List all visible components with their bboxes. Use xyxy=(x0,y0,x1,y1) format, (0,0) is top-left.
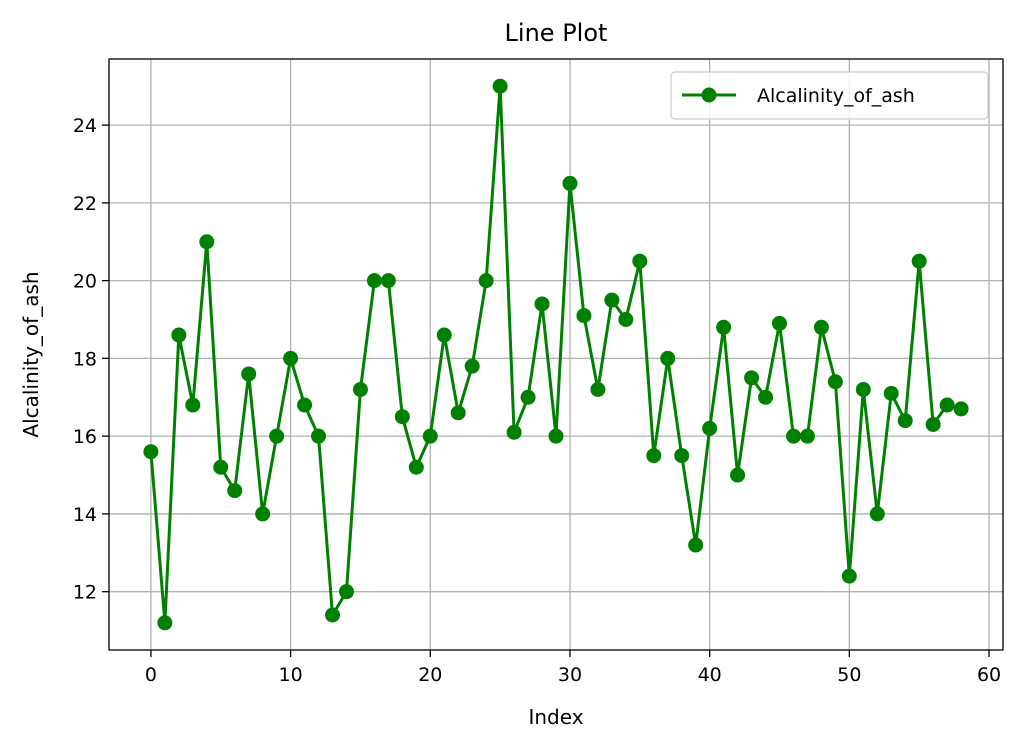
data-point xyxy=(618,312,634,328)
y-tick-label: 12 xyxy=(73,582,97,604)
x-tick-label: 0 xyxy=(145,664,157,686)
y-tick-label: 14 xyxy=(73,504,97,526)
data-point xyxy=(576,308,592,324)
y-tick-label: 20 xyxy=(73,271,97,293)
x-axis-ticks: 0 10 20 30 40 50 60 xyxy=(145,650,1001,686)
data-point xyxy=(269,428,285,444)
data-point xyxy=(338,584,354,600)
data-point xyxy=(772,315,787,331)
data-point xyxy=(255,506,271,522)
data-point xyxy=(548,428,564,444)
data-point xyxy=(632,253,648,269)
y-axis-ticks: 12 14 16 18 20 22 24 xyxy=(73,115,109,604)
data-point xyxy=(227,483,243,499)
data-point xyxy=(911,253,927,269)
data-point xyxy=(799,428,815,444)
data-point xyxy=(716,319,732,335)
x-tick-label: 60 xyxy=(977,664,1001,686)
data-point xyxy=(702,420,718,436)
data-point xyxy=(660,350,676,366)
data-point xyxy=(492,78,508,94)
data-point xyxy=(450,405,466,421)
data-point xyxy=(534,296,550,312)
y-tick-label: 16 xyxy=(73,426,97,448)
data-point xyxy=(380,273,396,289)
data-point xyxy=(352,381,368,397)
x-tick-label: 10 xyxy=(279,664,303,686)
data-point xyxy=(590,381,606,397)
y-tick-label: 18 xyxy=(73,348,97,370)
data-point xyxy=(241,366,257,382)
legend-label: Alcalinity_of_ash xyxy=(757,85,915,107)
data-point xyxy=(283,350,299,366)
data-point xyxy=(562,175,578,191)
data-point xyxy=(883,385,899,401)
data-point xyxy=(869,506,885,522)
data-point xyxy=(813,319,829,335)
legend-marker-swatch xyxy=(701,87,717,103)
data-point xyxy=(213,459,229,475)
data-point xyxy=(408,459,424,475)
data-point xyxy=(157,615,173,631)
data-point xyxy=(464,358,480,374)
x-tick-label: 40 xyxy=(698,664,722,686)
legend: Alcalinity_of_ash xyxy=(670,71,989,120)
data-point xyxy=(478,273,494,289)
data-point xyxy=(841,568,857,584)
data-point xyxy=(688,537,704,553)
data-point xyxy=(436,327,452,343)
data-point xyxy=(394,409,410,425)
data-point xyxy=(785,428,801,444)
data-point xyxy=(185,397,201,413)
data-point xyxy=(827,374,843,390)
x-tick-label: 30 xyxy=(558,664,582,686)
data-point xyxy=(674,448,690,464)
data-point xyxy=(646,448,662,464)
data-point xyxy=(506,424,522,440)
data-point xyxy=(422,428,438,444)
data-point xyxy=(730,467,746,483)
y-tick-label: 24 xyxy=(73,115,97,137)
data-point xyxy=(199,234,215,250)
data-point xyxy=(758,389,774,405)
data-point xyxy=(520,389,536,405)
data-point xyxy=(953,401,969,417)
chart-title: Line Plot xyxy=(505,19,608,47)
data-point xyxy=(925,416,941,432)
data-point xyxy=(604,292,620,308)
data-point xyxy=(311,428,327,444)
x-tick-label: 50 xyxy=(837,664,861,686)
data-point xyxy=(855,381,871,397)
data-point xyxy=(939,397,955,413)
data-point xyxy=(143,444,159,460)
series-layer xyxy=(143,78,969,631)
data-point xyxy=(897,413,913,429)
data-point xyxy=(744,370,760,386)
series-line xyxy=(149,84,962,625)
data-point xyxy=(366,273,382,289)
grid-lines xyxy=(109,59,1003,650)
data-point xyxy=(325,607,340,623)
y-tick-label: 22 xyxy=(73,193,97,215)
data-point xyxy=(171,327,187,343)
y-axis-label: Alcalinity_of_ash xyxy=(19,271,43,437)
x-tick-label: 20 xyxy=(418,664,442,686)
x-axis-label: Index xyxy=(528,705,583,729)
plot-frame xyxy=(108,58,1004,651)
legend-box xyxy=(670,71,989,120)
data-point xyxy=(297,397,313,413)
